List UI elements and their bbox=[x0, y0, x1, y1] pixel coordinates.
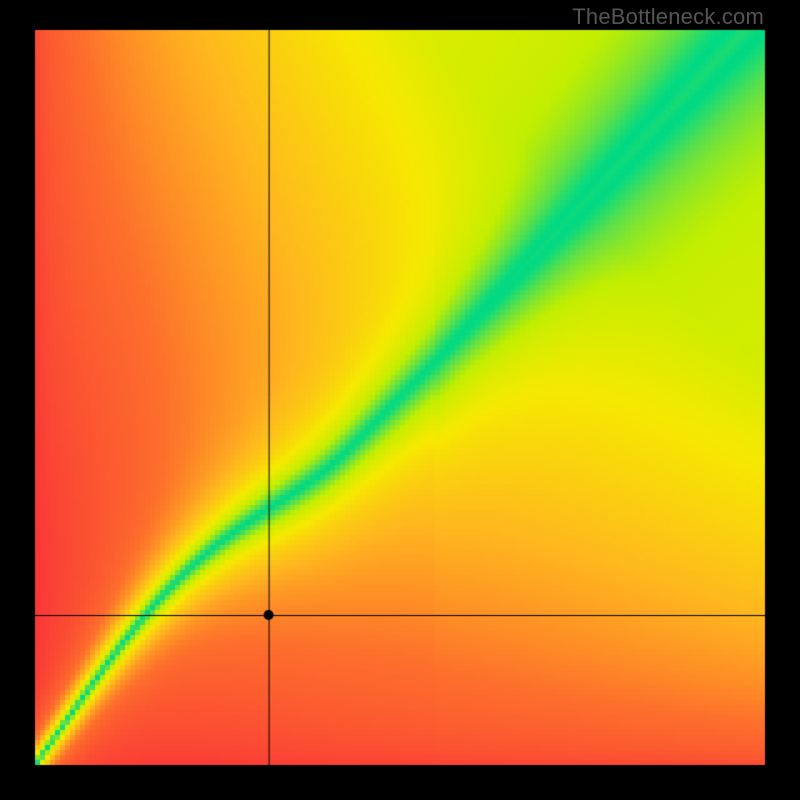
watermark-text: TheBottleneck.com bbox=[572, 4, 764, 30]
chart-container: TheBottleneck.com bbox=[0, 0, 800, 800]
heatmap-canvas bbox=[0, 0, 800, 800]
